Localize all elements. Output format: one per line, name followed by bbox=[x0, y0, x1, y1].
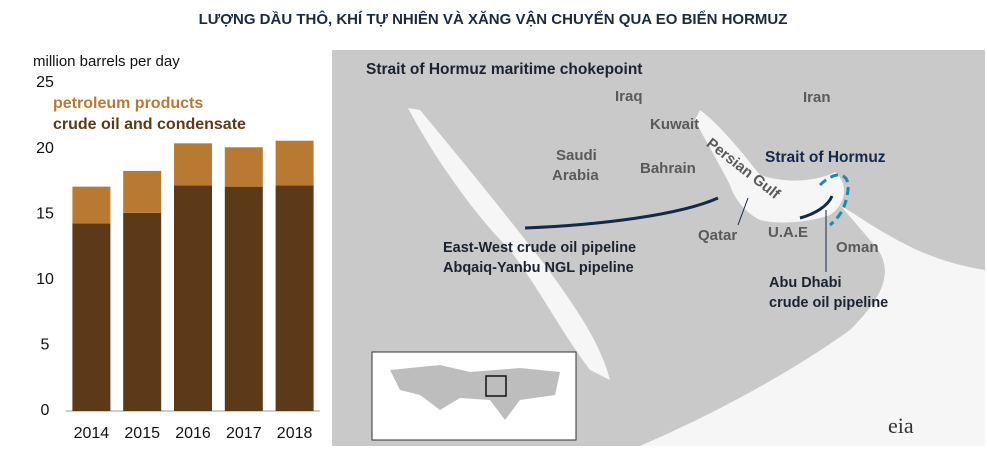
leader bbox=[737, 197, 749, 226]
persian-gulf bbox=[695, 110, 845, 223]
bar-segment bbox=[275, 140, 314, 186]
legend-entry: petroleum products bbox=[53, 95, 203, 112]
country-label: Arabia bbox=[552, 167, 599, 184]
bar-segment bbox=[123, 212, 162, 411]
x-tick-label: 2015 bbox=[124, 425, 160, 442]
bar-segment bbox=[174, 143, 212, 186]
east-west-pipeline bbox=[524, 196, 719, 230]
arabian-sea bbox=[640, 205, 985, 446]
country-label: Bahrain bbox=[640, 160, 696, 177]
bar-segment bbox=[123, 170, 162, 213]
country-label: Oman bbox=[836, 239, 879, 256]
country-label: Saudi bbox=[556, 147, 597, 164]
bar-segment bbox=[174, 185, 212, 411]
x-tick-label: 2018 bbox=[277, 425, 313, 442]
world-land bbox=[390, 365, 560, 420]
x-tick-label: 2017 bbox=[226, 425, 262, 442]
bar-segment bbox=[275, 185, 314, 411]
country-label: Kuwait bbox=[650, 116, 699, 133]
country-label: Iraq bbox=[615, 88, 643, 105]
source-logo: eia bbox=[888, 413, 914, 438]
pipeline-label: Abqaiq-Yanbu NGL pipeline bbox=[443, 260, 634, 276]
pipeline-label: crude oil pipeline bbox=[769, 295, 888, 311]
strait-route bbox=[818, 173, 850, 227]
strait-label: Strait of Hormuz bbox=[765, 149, 886, 166]
y-tick-label: 10 bbox=[36, 271, 54, 288]
country-label: U.A.E bbox=[768, 224, 808, 241]
map: Strait of Hormuz maritime chokepoint Ira… bbox=[332, 50, 985, 446]
bar-segment bbox=[72, 223, 111, 411]
y-tick-label: 15 bbox=[36, 205, 54, 222]
y-axis-label: million barrels per day bbox=[33, 53, 180, 70]
y-tick-label: 25 bbox=[36, 74, 54, 91]
bar-segment bbox=[224, 147, 263, 187]
y-tick-label: 20 bbox=[36, 140, 54, 157]
legend-entry: crude oil and condensate bbox=[53, 116, 246, 133]
country-label: Iran bbox=[803, 89, 831, 106]
bar-segment bbox=[224, 186, 263, 411]
y-tick-label: 5 bbox=[41, 337, 50, 354]
y-tick-label: 0 bbox=[41, 402, 50, 419]
red-sea bbox=[408, 108, 610, 380]
inset-highlight bbox=[485, 375, 507, 397]
x-tick-label: 2014 bbox=[74, 425, 110, 442]
country-label: Qatar bbox=[698, 227, 737, 244]
abu-dhabi-pipeline bbox=[799, 195, 834, 220]
pipeline-label: Abu Dhabi bbox=[769, 275, 842, 291]
bar-segment bbox=[72, 186, 111, 224]
pipeline-label: East-West crude oil pipeline bbox=[443, 240, 636, 256]
map-title: Strait of Hormuz maritime chokepoint bbox=[366, 61, 642, 78]
x-tick-label: 2016 bbox=[175, 425, 211, 442]
page-title: LƯỢNG DẦU THÔ, KHÍ TỰ NHIÊN VÀ XĂNG VẬN … bbox=[199, 10, 788, 28]
